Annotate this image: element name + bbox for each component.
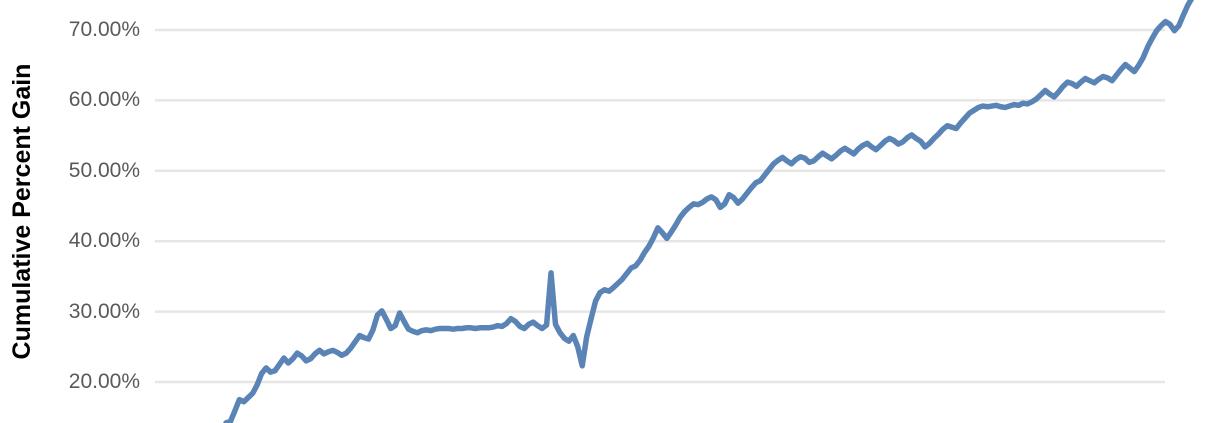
y-tick-label-40: 40.00% — [68, 229, 140, 252]
y-axis-tick-labels: 70.00% 60.00% 50.00% 40.00% 30.00% 20.00… — [0, 0, 140, 423]
gridlines — [155, 28, 1165, 384]
y-tick-label-50: 50.00% — [68, 159, 140, 182]
y-tick-label-70: 70.00% — [68, 18, 140, 41]
y-tick-label-20: 20.00% — [68, 370, 140, 393]
series-line-path — [223, 0, 1194, 423]
y-tick-label-30: 30.00% — [68, 300, 140, 323]
y-tick-label-60: 60.00% — [68, 88, 140, 111]
series-cumulative-percent-gain — [223, 0, 1194, 423]
